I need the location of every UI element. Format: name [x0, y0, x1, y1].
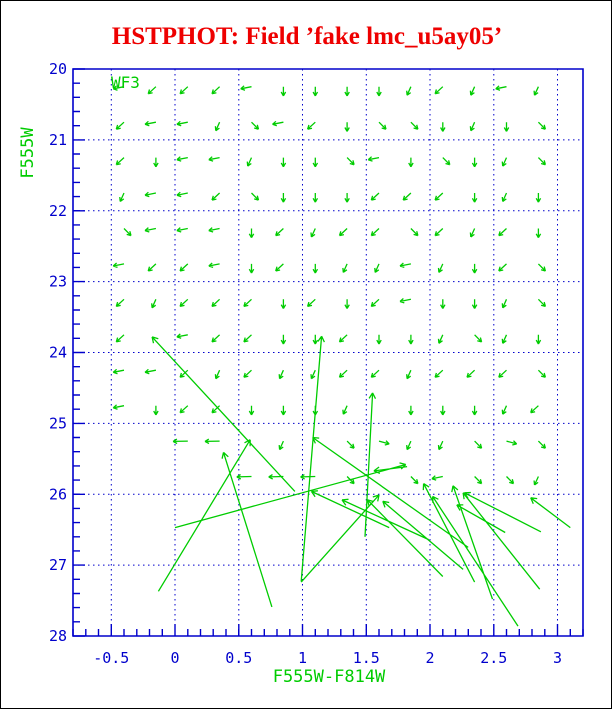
small-error-vectors — [112, 85, 547, 486]
long-error-vectors — [151, 335, 571, 627]
chart-text: 21 — [49, 131, 67, 149]
chart-text: 25 — [49, 414, 67, 432]
chart-text: 0 — [170, 649, 179, 667]
chart-text: 1.5 — [353, 649, 380, 667]
chart-text: 3 — [553, 649, 562, 667]
gridlines — [73, 68, 583, 637]
axis-ticks — [72, 68, 584, 637]
x-axis-title: F555W-F814W — [273, 667, 386, 687]
chart-text: 0.5 — [225, 649, 252, 667]
chart-text: -0.5 — [93, 649, 129, 667]
chart-text: 2.5 — [480, 649, 507, 667]
chart-text: 27 — [49, 556, 67, 574]
chart-text: 2 — [425, 649, 434, 667]
chart-text: 28 — [49, 627, 67, 645]
y-axis-title: F555W — [18, 127, 38, 179]
chart-text: 22 — [49, 202, 67, 220]
chart-text: 23 — [49, 273, 67, 291]
plot-title: HSTPHOT: Field ’fake lmc_u5ay05’ — [111, 23, 503, 50]
chart-text: 24 — [49, 344, 67, 362]
chart-text: 20 — [49, 60, 67, 78]
chart-text: 1 — [298, 649, 307, 667]
chart-text: 26 — [49, 485, 67, 503]
